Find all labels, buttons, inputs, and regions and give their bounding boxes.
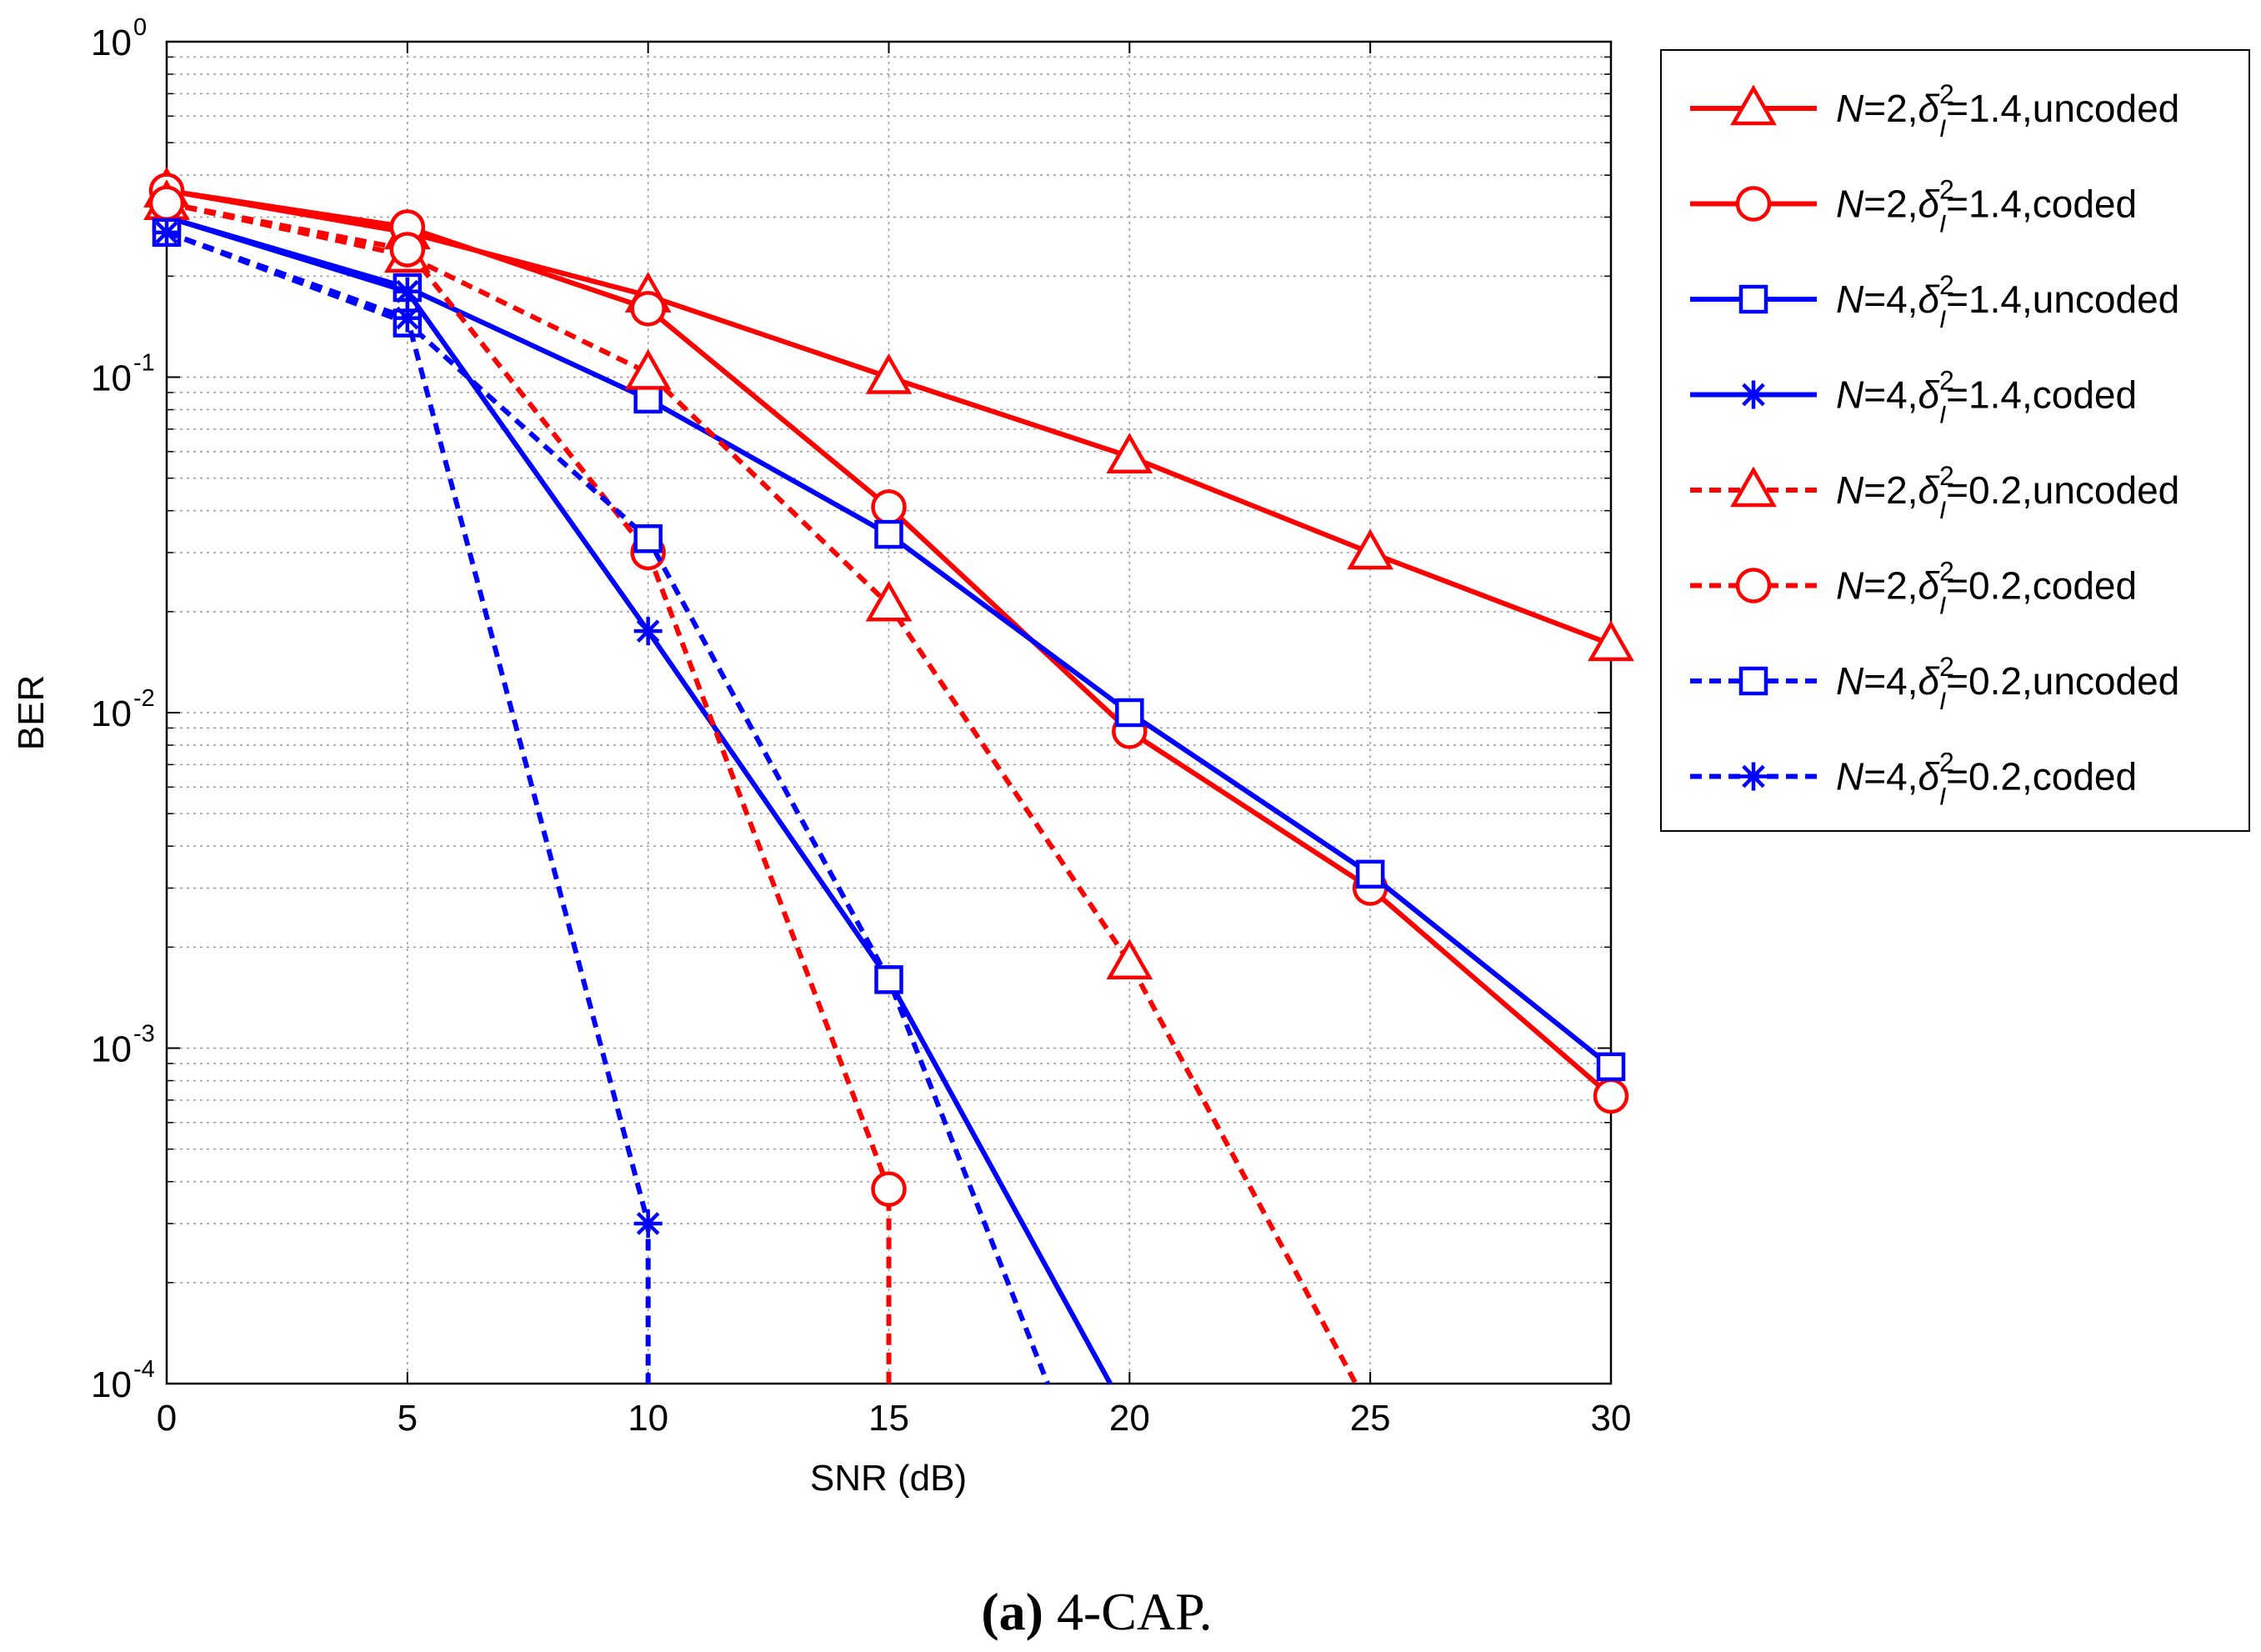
data-point-marker: [393, 303, 422, 333]
data-point-marker: [1588, 620, 1634, 662]
data-point-marker: [871, 489, 907, 525]
y-tick-exponent: -2: [133, 685, 155, 712]
caption-text: 4-CAP.: [1043, 1582, 1213, 1641]
y-tick-exponent: -3: [133, 1021, 155, 1048]
legend-label: N=4,δ2 I=0.2,uncoded: [1836, 652, 2179, 715]
legend-box: [1660, 49, 2250, 832]
data-point-marker: [1593, 1078, 1629, 1114]
series-layer: [143, 167, 1634, 1385]
data-point-marker: [633, 524, 663, 553]
y-tick-label: 10: [91, 1364, 132, 1405]
series-line: [166, 200, 1358, 1385]
data-point-marker: [153, 218, 181, 247]
legend-marker: [1739, 380, 1768, 409]
data-point-marker: [874, 965, 903, 994]
data-point-marker: [393, 277, 422, 306]
data-point-marker: [633, 617, 663, 646]
legend-marker: [1738, 666, 1768, 696]
y-tick-label: 10: [91, 1029, 132, 1070]
data-point-marker: [874, 519, 903, 549]
star-stroke: [155, 221, 178, 244]
legend-marker: [1730, 84, 1777, 126]
legend-marker: [1730, 466, 1777, 508]
star-stroke: [396, 306, 419, 330]
star-stroke: [1742, 383, 1765, 407]
legend-item-6: N=2,δ2 I=0.2,coded: [1690, 557, 2137, 620]
data-point-marker: [389, 232, 426, 268]
x-axis-label: SNR (dB): [810, 1458, 967, 1499]
series-7: [152, 218, 1050, 1385]
series-line: [165, 230, 1050, 1385]
data-point-marker: [1347, 528, 1394, 570]
data-point-marker: [865, 580, 913, 622]
legend-label: N=2,δ2 I=1.4,coded: [1836, 175, 2137, 238]
legend-label: N=4,δ2 I=1.4,uncoded: [1836, 270, 2179, 333]
y-tick-exponent: 0: [133, 14, 147, 41]
legend-label: N=4,δ2 I=1.4,coded: [1836, 366, 2137, 429]
y-tick-label: 10: [91, 358, 132, 399]
y-tick-exponent: -1: [133, 350, 155, 377]
x-tick-label: 15: [868, 1398, 909, 1439]
legend-marker: [1735, 568, 1772, 603]
data-point-marker: [865, 353, 913, 394]
legend: N=2,δ2 I=1.4,uncoded N=2,δ2 I=1.4,coded N=4,…: [1660, 49, 2250, 832]
legend-label: N=2,δ2 I=0.2,coded: [1836, 557, 2137, 620]
y-tick-exponent: -4: [133, 1356, 155, 1383]
legend-item-3: N=4,δ2 I=1.4,uncoded: [1690, 270, 2179, 333]
data-point-marker: [1355, 859, 1385, 889]
y-axis-label: BER: [11, 675, 52, 750]
y-tick-label: 10: [91, 23, 132, 63]
x-tick-label: 20: [1109, 1398, 1150, 1439]
x-tick-label: 5: [398, 1398, 418, 1439]
y-tick-label: 10: [91, 693, 132, 734]
series-line: [166, 200, 892, 1384]
legend-label: N=2,δ2 I=0.2,uncoded: [1836, 461, 2179, 524]
data-point-marker: [1106, 939, 1153, 980]
x-tick-label: 10: [628, 1398, 668, 1439]
data-point-marker: [148, 185, 185, 222]
data-point-marker: [633, 1209, 663, 1238]
series-line: [165, 230, 651, 1384]
legend-item-8: N=4,δ2 I=0.2,coded: [1690, 748, 2137, 811]
x-tick-label: 30: [1591, 1398, 1632, 1439]
legend-item-5: N=2,δ2 I=0.2,uncoded: [1690, 461, 2179, 524]
data-point-marker: [624, 348, 672, 390]
legend-label: N=4,δ2 I=0.2,coded: [1836, 748, 2137, 811]
star-stroke: [1742, 764, 1765, 788]
x-tick-label: 25: [1350, 1398, 1391, 1439]
legend-marker: [1739, 762, 1768, 791]
data-point-marker: [1115, 698, 1144, 728]
data-point-marker: [1106, 433, 1153, 473]
legend-label: N=2,δ2 I=1.4,uncoded: [1836, 79, 2179, 143]
data-point-marker: [633, 384, 663, 414]
figure-caption: (a) 4-CAP.: [981, 1582, 1212, 1641]
data-point-marker: [1596, 1052, 1626, 1082]
legend-marker: [1738, 284, 1768, 314]
caption-label: (a): [981, 1582, 1043, 1641]
star-stroke: [636, 1212, 660, 1235]
star-stroke: [396, 279, 419, 303]
data-point-marker: [630, 291, 666, 327]
legend-marker: [1735, 186, 1772, 222]
legend-item-7: N=4,δ2 I=0.2,uncoded: [1690, 652, 2179, 715]
legend-item-4: N=4,δ2 I=1.4,coded: [1690, 366, 2137, 429]
series-8: [153, 218, 663, 1384]
series-6: [148, 185, 907, 1384]
legend-item-1: N=2,δ2 I=1.4,uncoded: [1690, 79, 2179, 143]
data-point-marker: [871, 1171, 907, 1207]
star-stroke: [636, 619, 660, 643]
x-tick-label: 0: [157, 1398, 177, 1439]
legend-item-2: N=2,δ2 I=1.4,coded: [1690, 175, 2137, 238]
